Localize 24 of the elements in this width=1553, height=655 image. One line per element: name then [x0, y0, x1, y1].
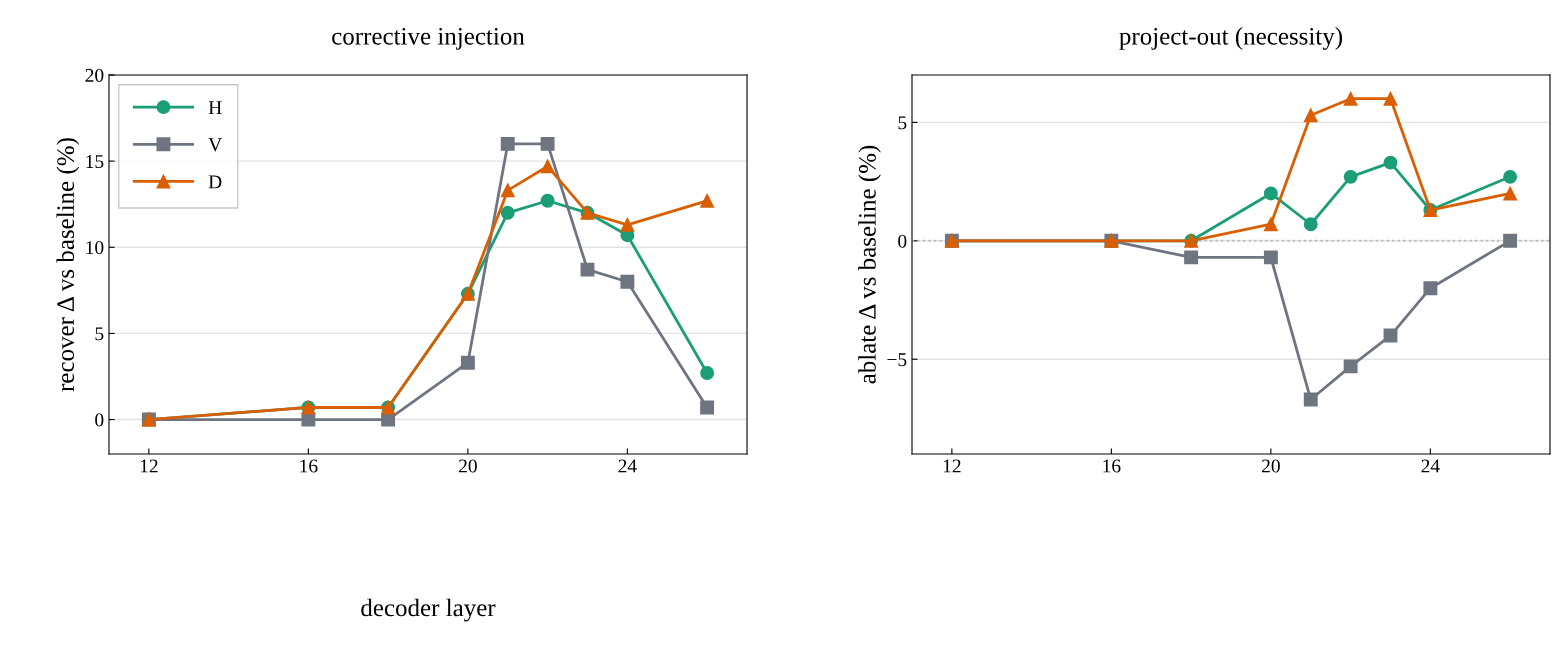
y-tick-label: 5: [898, 116, 907, 130]
x-tick-label: 12: [943, 459, 961, 473]
y-tick-label: 0: [95, 413, 104, 427]
legend-label: D: [208, 175, 222, 189]
chart-title: corrective injection: [332, 27, 525, 50]
chart-title: project-out (necessity): [1119, 27, 1343, 50]
y-tick-label: 15: [86, 155, 104, 169]
legend-label: V: [208, 138, 222, 152]
x-tick-label: 24: [618, 459, 637, 473]
y-tick-label: 0: [898, 234, 907, 248]
x-tick-label: 20: [459, 459, 477, 473]
y-tick-label: 20: [85, 68, 104, 82]
y-tick-label: −5: [887, 353, 907, 367]
legend-label: H: [208, 101, 222, 114]
x-tick-label: 16: [1103, 459, 1121, 473]
x-axis-title: decoder layer: [361, 598, 496, 622]
x-tick-label: 20: [1262, 459, 1280, 473]
y-tick-label: 5: [95, 327, 104, 341]
x-tick-label: 12: [140, 459, 158, 473]
y-axis-title: recover Δ vs baseline (%): [56, 138, 80, 392]
x-tick-label: 24: [1421, 459, 1440, 473]
y-axis-title: ablate Δ vs baseline (%): [858, 145, 881, 384]
x-tick-label: 16: [300, 459, 318, 473]
y-tick-label: 10: [86, 241, 104, 255]
